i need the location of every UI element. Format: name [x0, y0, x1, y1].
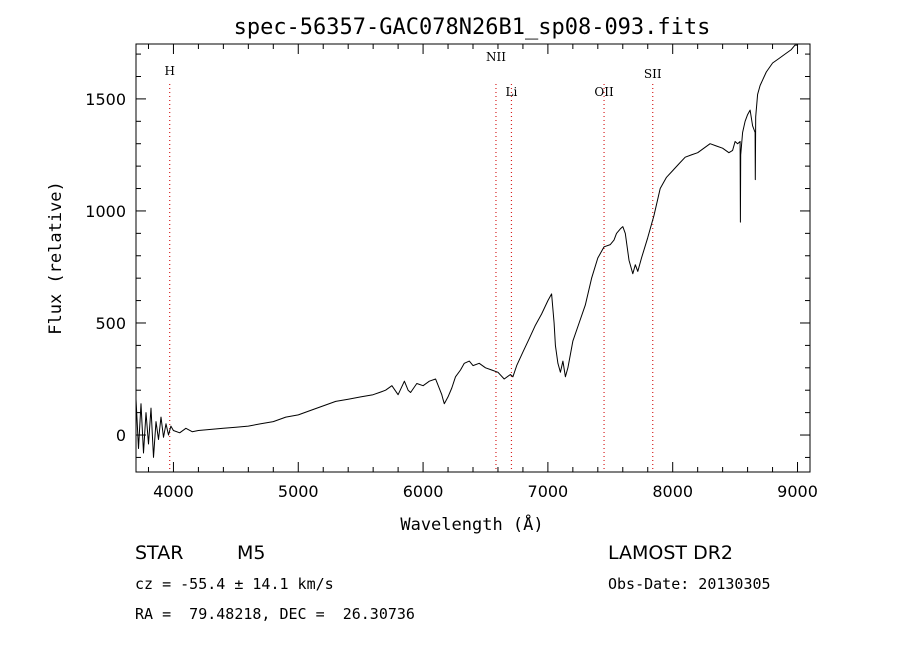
- x-tick-label: 8000: [652, 482, 693, 501]
- obs-date: Obs-Date: 20130305: [608, 575, 771, 593]
- y-axis-label: Flux (relative): [46, 181, 66, 335]
- x-tick-label: 7000: [528, 482, 569, 501]
- y-tick-label: 1000: [85, 202, 126, 221]
- plot-frame: [135, 43, 811, 473]
- axis-ticks: 4000 5000 6000 7000 8000 9000 0 500 1000 1500: [85, 44, 818, 501]
- coords-text: RA = 79.48218, DEC = 26.30736: [135, 605, 415, 623]
- x-tick-label: 4000: [153, 482, 194, 501]
- line-markers: H NII Li OII SII: [164, 50, 662, 472]
- survey-name: LAMOST DR2: [608, 542, 733, 564]
- redshift-text: cz = -55.4 ± 14.1 km/s: [135, 575, 334, 593]
- line-marker-label: H: [164, 64, 174, 78]
- line-marker-label: NII: [486, 50, 506, 64]
- x-axis-label: Wavelength (Å): [400, 513, 543, 535]
- x-tick-label: 9000: [777, 482, 818, 501]
- x-tick-label: 6000: [403, 482, 444, 501]
- line-marker-label: OII: [594, 85, 614, 99]
- y-tick-label: 1500: [85, 90, 126, 109]
- line-marker-label: SII: [644, 67, 662, 81]
- line-marker-label: Li: [506, 85, 518, 99]
- object-subclass: M5: [237, 542, 265, 564]
- chart-title: spec-56357-GAC078N26B1_sp08-093.fits: [234, 15, 711, 40]
- series-layer: [135, 44, 798, 458]
- spectrum-series-line: [135, 44, 798, 458]
- object-class: STAR: [135, 542, 183, 564]
- x-tick-label: 5000: [278, 482, 319, 501]
- y-tick-label: 500: [95, 314, 126, 333]
- y-tick-label: 0: [116, 426, 126, 445]
